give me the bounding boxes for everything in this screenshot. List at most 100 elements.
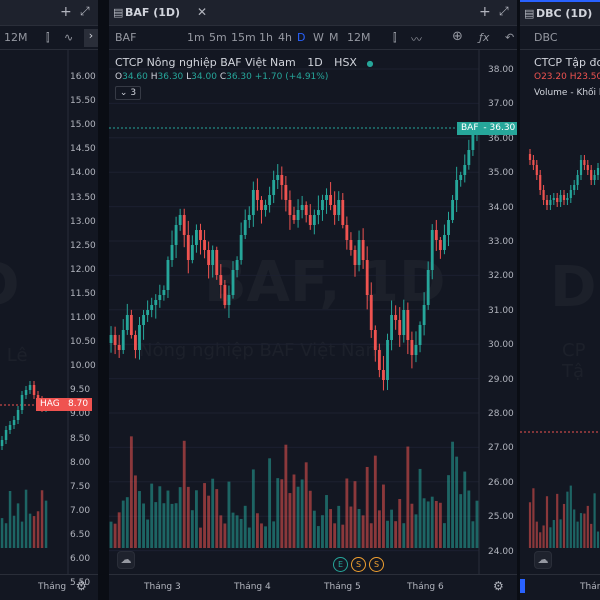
panel-titlebar: ▤ DBC (1D) xyxy=(520,0,600,26)
event-marker-earnings[interactable]: E xyxy=(333,557,348,572)
time-label-apr: Tháng 4 xyxy=(234,582,271,592)
volume-bar xyxy=(280,479,284,548)
line-style-icon[interactable]: 〰 xyxy=(411,33,422,46)
price-chart[interactable] xyxy=(109,50,517,574)
chart-legend-title[interactable]: CTCP Tập đo xyxy=(534,56,600,69)
candle-body xyxy=(219,275,223,285)
candle-body xyxy=(321,200,324,210)
last-price-value: 8.70 xyxy=(64,398,93,411)
volume-bar xyxy=(109,521,113,548)
volume-bar xyxy=(174,503,178,548)
candle-body xyxy=(134,335,137,350)
volume-bar xyxy=(596,531,600,548)
function-icon[interactable]: ƒx xyxy=(479,31,490,44)
price-axis-label: 13.00 xyxy=(70,216,96,227)
panel-divider[interactable] xyxy=(98,0,109,600)
volume-bar xyxy=(422,498,426,548)
chart-panel-hag[interactable]: + ⤢ 12M ⫿ ∿ › D a Lê 16.00 15.50 15.00 14.5… xyxy=(0,0,98,600)
timeframe-1m[interactable]: 1m xyxy=(187,31,205,44)
candle-body xyxy=(345,225,349,240)
timeframe-5m[interactable]: 5m xyxy=(209,31,227,44)
chart-panel-baf[interactable]: ▤ BAF (1D) ✕ + ⤢ BAF 1m 5m 15m 1h 4h D W… xyxy=(109,0,517,600)
settings-icon[interactable]: ⚙ xyxy=(493,579,504,593)
volume-bar xyxy=(471,521,475,548)
candles-icon[interactable]: ⫿ xyxy=(393,31,397,44)
timeframe-15m[interactable]: 15m xyxy=(231,31,256,44)
timeframe-button[interactable]: 12M xyxy=(4,31,28,44)
timeframe-1h[interactable]: 1h xyxy=(259,31,273,44)
tab-title[interactable]: BAF (1D) xyxy=(125,6,181,19)
timeframe-d[interactable]: D xyxy=(297,31,306,44)
volume-legend: Volume - Khối lư xyxy=(534,88,600,98)
candle-body xyxy=(113,335,117,345)
volume-bar xyxy=(556,493,559,548)
timeframe-4h[interactable]: 4h xyxy=(278,31,292,44)
volume-bar xyxy=(353,481,357,548)
volume-bar xyxy=(316,526,320,548)
chart-panel-dbc[interactable]: ▤ DBC (1D) DBC DB CP Tậ CTCP Tập đo O23.… xyxy=(520,0,600,600)
chart-icon: ▤ xyxy=(113,6,124,19)
cloud-icon[interactable]: ☁ xyxy=(117,551,135,569)
expand-icon[interactable]: ⤢ xyxy=(499,4,509,18)
line-style-icon[interactable]: ∿ xyxy=(64,31,74,44)
symbol-search-button[interactable]: BAF xyxy=(115,31,137,44)
add-icon[interactable]: + xyxy=(479,4,491,20)
volume-bar xyxy=(0,518,4,548)
timeframe-12m[interactable]: 12M xyxy=(347,31,371,44)
candle-body xyxy=(463,165,467,175)
candle-body xyxy=(394,315,398,320)
candle-body xyxy=(556,198,559,202)
time-axis[interactable]: Tháng 3 Tháng 4 Tháng 5 Tháng 6 ⚙ xyxy=(109,574,517,600)
ohlc-legend: O34.60 H36.30 L34.00 C36.30 +1.70 (+4.91… xyxy=(115,72,328,82)
price-chart[interactable] xyxy=(520,50,600,574)
high-label: H xyxy=(150,72,158,82)
volume-bar xyxy=(231,512,235,548)
volume-bar xyxy=(170,503,174,548)
indicators-toggle[interactable]: ⌄ 3 xyxy=(115,86,141,100)
volume-bar xyxy=(166,490,170,548)
volume-bar xyxy=(573,509,576,548)
price-axis-label: 27.00 xyxy=(488,443,514,454)
event-marker-split[interactable]: S xyxy=(351,557,366,572)
scroll-handle[interactable] xyxy=(520,579,525,593)
chart-icon: ▤ xyxy=(524,7,535,20)
chevron-right-icon[interactable]: › xyxy=(84,29,98,47)
candle-body xyxy=(190,245,194,260)
add-icon[interactable]: + xyxy=(60,4,72,20)
volume-bar xyxy=(146,519,150,548)
settings-icon[interactable]: ⚙ xyxy=(76,579,87,593)
symbol-search-button[interactable]: DBC xyxy=(534,31,558,44)
time-label: Tháng xyxy=(580,582,600,592)
volume-bar xyxy=(549,527,552,548)
price-tag-symbol: HAG xyxy=(40,399,60,409)
time-axis[interactable]: Tháng xyxy=(520,574,600,600)
volume-bar xyxy=(117,512,121,548)
undo-icon[interactable]: ↶ xyxy=(505,31,515,44)
price-axis-label: 9.00 xyxy=(70,409,91,420)
candles-icon[interactable]: ⫿ xyxy=(46,31,50,44)
candle-body xyxy=(418,325,422,345)
panel-titlebar: ▤ BAF (1D) ✕ + ⤢ xyxy=(109,0,517,26)
tab-title[interactable]: DBC (1D) xyxy=(536,7,593,20)
ohlc-legend: O23.20 H23.50 xyxy=(534,72,600,82)
volume-bar xyxy=(264,526,267,548)
candle-body xyxy=(402,310,406,335)
candle-body xyxy=(203,240,206,250)
panel-divider[interactable] xyxy=(517,0,520,600)
timeframe-w[interactable]: W xyxy=(313,31,324,44)
candle-body xyxy=(438,240,442,250)
candle-body xyxy=(109,335,113,343)
last-price-tag: HAG xyxy=(36,398,64,411)
market-status-icon: ● xyxy=(366,59,374,68)
volume-bar xyxy=(361,515,365,548)
cloud-icon[interactable]: ☁ xyxy=(534,551,552,569)
time-axis[interactable]: Tháng ⚙ xyxy=(0,574,98,600)
event-marker-split[interactable]: S xyxy=(369,557,384,572)
close-icon[interactable]: ✕ xyxy=(197,5,208,19)
symbol-name[interactable]: CTCP Nông nghiệp BAF Việt Nam xyxy=(115,56,296,69)
expand-icon[interactable]: ⤢ xyxy=(80,4,90,18)
timeframe-m[interactable]: M xyxy=(329,31,339,44)
add-indicator-icon[interactable]: ⊕ xyxy=(452,29,463,44)
volume-bar xyxy=(394,521,398,548)
candle-body xyxy=(455,180,459,200)
